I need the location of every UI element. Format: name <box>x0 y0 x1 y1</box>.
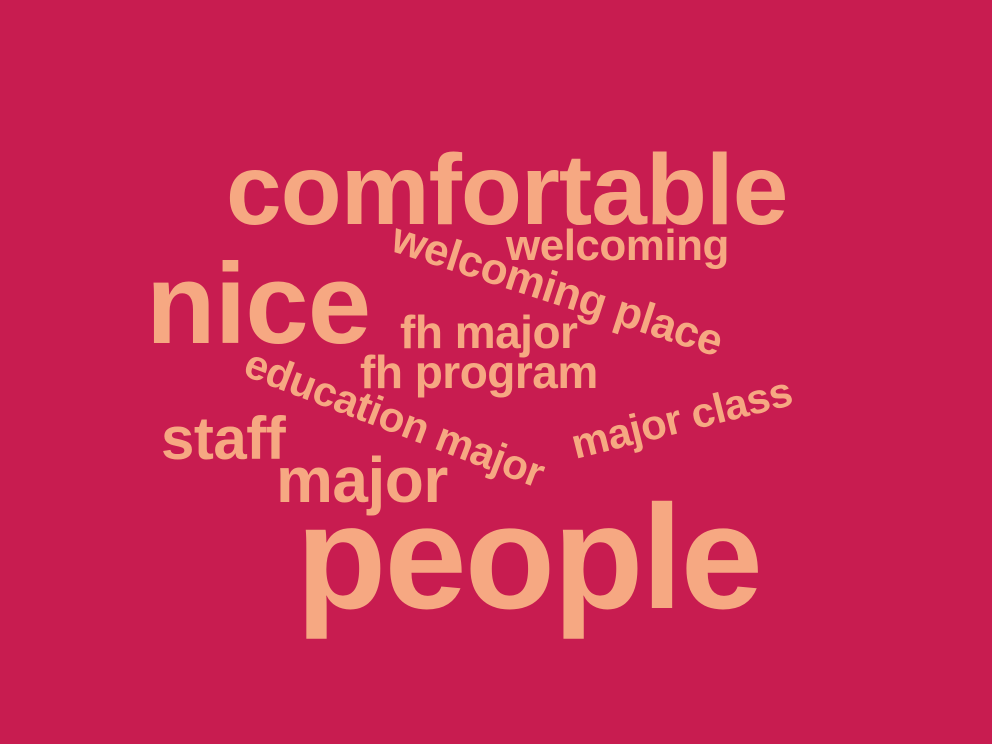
word-people: people <box>296 475 763 640</box>
word-staff: staff <box>161 405 286 472</box>
word-major: major <box>276 444 448 516</box>
word-comfortable: comfortable <box>226 134 788 246</box>
word-welcoming: welcoming <box>506 221 729 270</box>
word-fh-program: fh program <box>360 346 598 398</box>
word-fh-major: fh major <box>400 306 578 358</box>
word-major-class: major class <box>566 367 797 468</box>
word-nice: nice <box>146 241 371 368</box>
